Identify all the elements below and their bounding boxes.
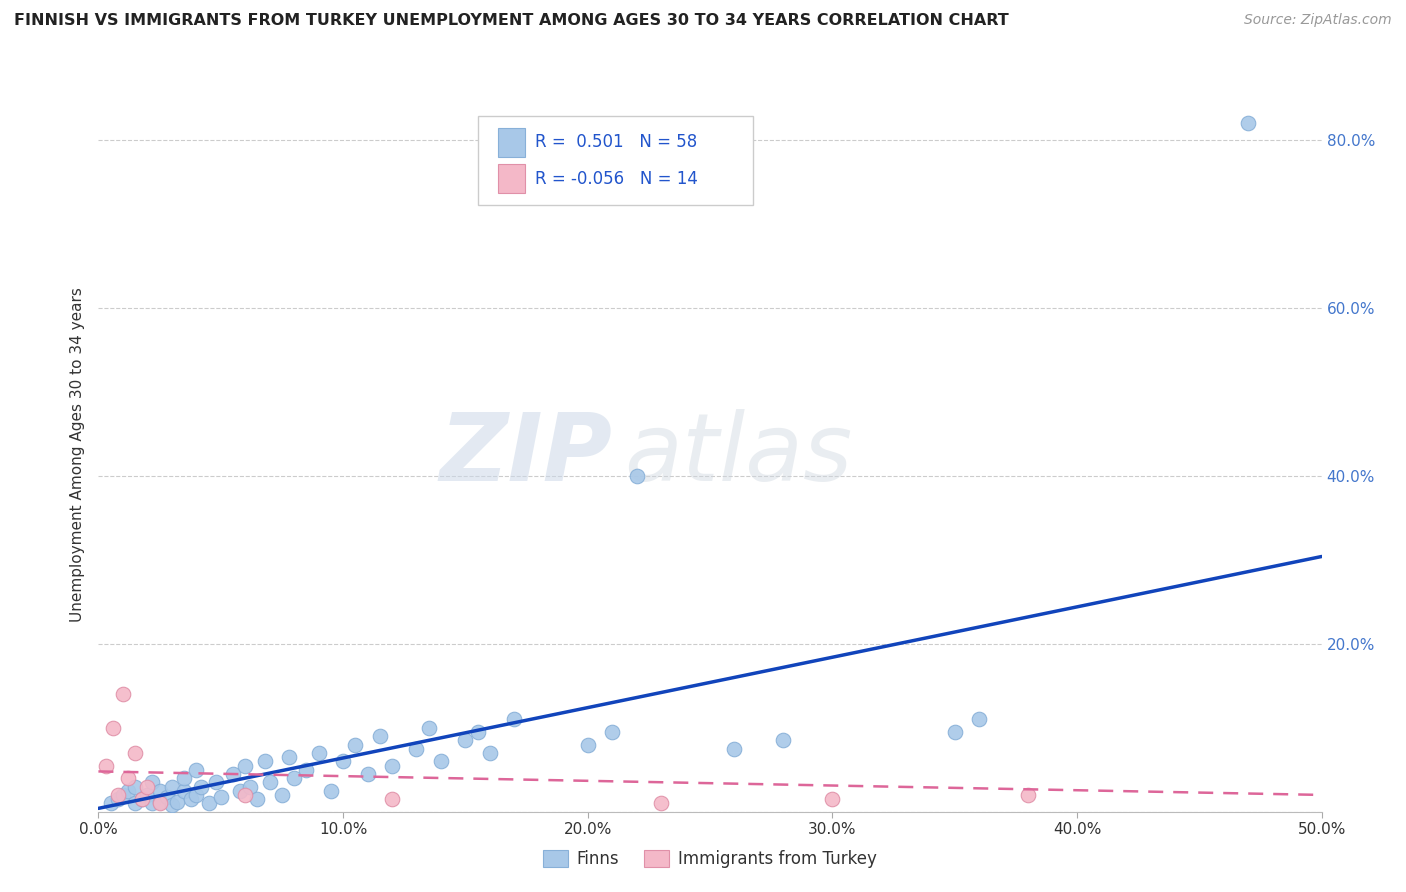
Point xyxy=(967,712,990,726)
Point xyxy=(160,797,183,812)
Text: R = -0.056   N = 14: R = -0.056 N = 14 xyxy=(536,169,697,187)
Point xyxy=(239,780,262,794)
Point xyxy=(368,729,391,743)
Point xyxy=(190,780,212,794)
Point xyxy=(821,792,844,806)
Point xyxy=(253,755,276,769)
Point xyxy=(356,767,378,781)
Point xyxy=(180,792,202,806)
FancyBboxPatch shape xyxy=(498,128,526,157)
Point xyxy=(222,767,245,781)
Point xyxy=(101,721,124,735)
Point xyxy=(650,797,672,811)
Point xyxy=(576,738,599,752)
Point xyxy=(136,788,159,802)
Point xyxy=(246,792,269,806)
Point xyxy=(478,746,501,760)
Point xyxy=(319,783,342,797)
Point xyxy=(111,788,134,802)
Point xyxy=(209,789,232,804)
Point xyxy=(503,712,526,726)
Point xyxy=(600,725,623,739)
Text: R =  0.501   N = 58: R = 0.501 N = 58 xyxy=(536,134,697,152)
Point xyxy=(124,797,146,811)
Point xyxy=(283,771,305,785)
Point xyxy=(173,783,195,797)
Point xyxy=(454,733,477,747)
Point xyxy=(117,783,139,797)
Point xyxy=(141,797,163,811)
Point xyxy=(100,797,122,811)
Point xyxy=(229,783,252,797)
Point xyxy=(467,725,489,739)
Text: ZIP: ZIP xyxy=(439,409,612,501)
Point xyxy=(295,763,318,777)
Point xyxy=(270,788,294,802)
Point xyxy=(723,741,745,756)
Point xyxy=(205,775,228,789)
Point xyxy=(149,783,172,797)
Point xyxy=(141,775,163,789)
Point xyxy=(381,792,404,806)
Y-axis label: Unemployment Among Ages 30 to 34 years: Unemployment Among Ages 30 to 34 years xyxy=(70,287,86,623)
Point xyxy=(259,775,281,789)
Point xyxy=(156,789,179,804)
Point xyxy=(381,758,404,772)
Point xyxy=(197,797,219,811)
Point xyxy=(1017,788,1039,802)
Point xyxy=(160,780,183,794)
Point xyxy=(131,792,153,806)
Point xyxy=(1237,116,1260,130)
Point xyxy=(124,746,146,760)
Legend: Finns, Immigrants from Turkey: Finns, Immigrants from Turkey xyxy=(537,843,883,875)
Point xyxy=(107,792,129,806)
Point xyxy=(308,746,330,760)
Point xyxy=(772,733,794,747)
Point xyxy=(405,741,427,756)
Point xyxy=(626,469,648,483)
Point xyxy=(943,725,966,739)
Point xyxy=(124,780,146,794)
Point xyxy=(332,755,354,769)
Point xyxy=(131,792,153,806)
Point xyxy=(186,788,208,802)
Text: Source: ZipAtlas.com: Source: ZipAtlas.com xyxy=(1244,13,1392,28)
Point xyxy=(94,758,117,772)
Point xyxy=(136,780,159,794)
FancyBboxPatch shape xyxy=(478,116,752,205)
Point xyxy=(166,795,188,809)
Point xyxy=(107,788,129,802)
Point xyxy=(233,788,256,802)
Point xyxy=(186,763,208,777)
Text: FINNISH VS IMMIGRANTS FROM TURKEY UNEMPLOYMENT AMONG AGES 30 TO 34 YEARS CORRELA: FINNISH VS IMMIGRANTS FROM TURKEY UNEMPL… xyxy=(14,13,1010,29)
Point xyxy=(430,755,453,769)
FancyBboxPatch shape xyxy=(498,164,526,193)
Point xyxy=(173,771,195,785)
Point xyxy=(344,738,367,752)
Point xyxy=(149,795,172,809)
Point xyxy=(233,758,256,772)
Point xyxy=(278,750,301,764)
Text: atlas: atlas xyxy=(624,409,852,500)
Point xyxy=(111,687,134,701)
Point xyxy=(418,721,440,735)
Point xyxy=(149,797,172,811)
Point xyxy=(117,771,139,785)
